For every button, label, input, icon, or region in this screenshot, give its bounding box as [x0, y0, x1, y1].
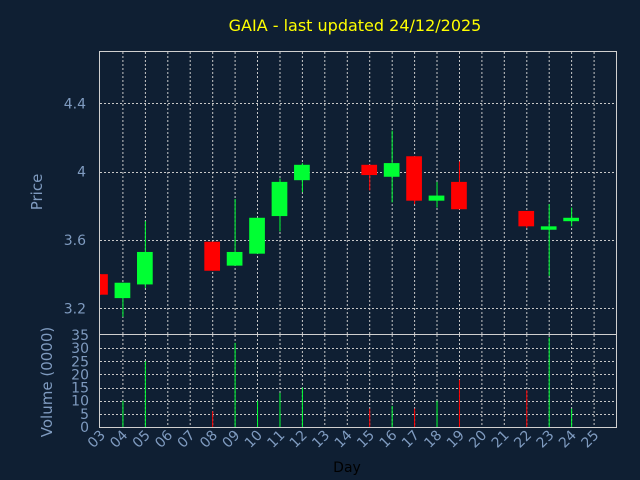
price-tick-label: 4: [77, 165, 86, 181]
day-tick-label: 20: [466, 428, 490, 452]
volume-tick-label: 25: [71, 354, 89, 370]
candle-body: [563, 217, 579, 222]
day-tick-label: 08: [197, 428, 221, 452]
volume-tick-label: 5: [80, 407, 89, 423]
day-tick-label: 18: [421, 428, 445, 452]
price-panel-frame: [99, 51, 617, 335]
day-tick-label: 05: [130, 428, 154, 452]
day-tick-label: 13: [309, 428, 333, 452]
price-tick-label: 4.4: [64, 96, 86, 112]
candle-body: [204, 241, 221, 271]
volume-axis-label: Volume (0000): [38, 327, 56, 437]
candle-body: [137, 251, 153, 285]
volume-bars: [122, 337, 573, 427]
volume-tick-label: 10: [71, 394, 89, 410]
volume-tick-label: 0: [80, 420, 89, 436]
day-tick-label: 17: [399, 428, 423, 452]
day-tick-label: 22: [511, 428, 535, 452]
day-tick-label: 25: [579, 428, 603, 452]
candle-body: [451, 181, 467, 210]
price-tick-label: 3.6: [64, 233, 86, 249]
price-grid: [100, 52, 616, 334]
day-tick-label: 14: [332, 427, 356, 451]
day-tick-label: 11: [264, 428, 288, 452]
candle-body: [406, 156, 422, 201]
day-tick-label: 06: [152, 427, 176, 451]
candle-body: [271, 181, 288, 217]
day-tick-label: 04: [107, 427, 131, 451]
price-tick-label: 3.2: [64, 301, 86, 317]
candle-body: [428, 195, 445, 201]
day-tick-label: 09: [220, 428, 244, 452]
day-tick-label: 19: [444, 428, 468, 452]
price-tick-labels: 3.2 3.6 4 4.4: [64, 96, 86, 317]
day-tick-label: 12: [287, 428, 311, 452]
day-tick-label: 07: [175, 428, 199, 452]
chart-title: GAIA - last updated 24/12/2025: [229, 16, 482, 35]
day-tick-label: 15: [354, 428, 378, 452]
day-tick-label: 24: [556, 427, 580, 451]
volume-tick-label: 35: [71, 328, 89, 344]
day-tick-label: 10: [242, 428, 266, 452]
price-axis-label: Price: [28, 174, 46, 211]
candle-body: [100, 274, 108, 295]
day-tick-label: 23: [534, 428, 558, 452]
candle-body: [114, 282, 131, 299]
day-tick-label: 16: [377, 427, 401, 451]
candle-body: [294, 164, 310, 181]
day-axis-label: Day: [333, 460, 361, 476]
candle-body: [361, 164, 378, 176]
candle-body: [540, 226, 557, 230]
candle-body: [249, 217, 265, 254]
candle-body: [518, 210, 535, 227]
volume-panel-frame: [99, 334, 617, 428]
volume-grid: [100, 335, 616, 427]
candle-body: [226, 251, 243, 266]
volume-tick-label: 30: [71, 341, 89, 357]
day-tick-label: 21: [489, 428, 513, 452]
candle-body: [383, 163, 400, 177]
volume-tick-label: 20: [71, 367, 89, 383]
day-tick-labels: 0304050607080910111213141516171819202122…: [85, 427, 603, 451]
price-candles: [100, 130, 579, 317]
volume-tick-label: 15: [71, 381, 89, 397]
